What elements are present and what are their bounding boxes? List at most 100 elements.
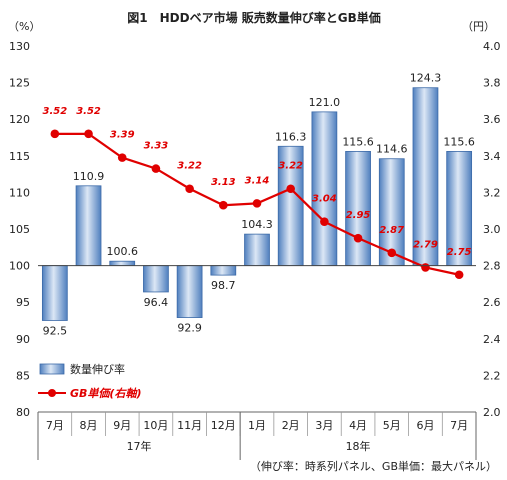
gb-price-label: 3.52 xyxy=(76,106,101,117)
gb-price-label: 3.52 xyxy=(43,106,68,117)
left-axis-unit: （%） xyxy=(8,20,40,33)
bar-value-label: 92.9 xyxy=(177,322,202,335)
left-axis-tick-label: 80 xyxy=(16,406,30,419)
bar-value-label: 98.7 xyxy=(211,279,236,292)
left-axis-tick-label: 110 xyxy=(9,186,30,199)
x-tick-label: 10月 xyxy=(143,419,168,432)
left-axis-tick-label: 115 xyxy=(9,150,30,163)
bar-series: 92.5 110.9 100.6 96.4 92.9 98.7 104.3 116.3 121.… xyxy=(41,72,475,338)
left-axis-tick-label: 120 xyxy=(9,113,30,126)
x-tick-label: 9月 xyxy=(113,419,131,432)
bar-value-label: 124.3 xyxy=(410,72,442,85)
x-tick-label: 3月 xyxy=(315,419,333,432)
right-axis-tick-label: 2.6 xyxy=(483,296,501,309)
gb-price-point xyxy=(320,217,329,226)
bar-value-label: 110.9 xyxy=(73,170,105,183)
right-axis-unit: （円） xyxy=(462,20,495,33)
x-tick-label: 4月 xyxy=(349,419,367,432)
gb-price-label: 3.22 xyxy=(278,161,303,172)
gb-price-point xyxy=(454,270,464,280)
right-axis-tick-label: 2.0 xyxy=(483,406,501,419)
bar-value-label: 96.4 xyxy=(144,296,169,309)
x-tick-label: 8月 xyxy=(80,419,98,432)
x-tick-label: 7月 xyxy=(46,419,64,432)
gb-price-label: 3.14 xyxy=(245,175,270,186)
bar xyxy=(41,265,68,321)
bar-value-label: 104.3 xyxy=(241,218,273,231)
gb-price-point xyxy=(185,184,194,194)
gb-price-point xyxy=(387,248,397,258)
right-axis-tick-label: 3.6 xyxy=(483,113,501,126)
gb-price-label: 3.33 xyxy=(144,141,169,152)
bar-value-label: 121.0 xyxy=(309,96,341,109)
bar xyxy=(311,111,338,266)
x-tick-label: 1月 xyxy=(248,419,266,432)
gb-price-point xyxy=(84,129,93,139)
x-tick-label: 12月 xyxy=(211,419,236,432)
footnote: （伸び率：時系列パネル、GB単価：最大パネル） xyxy=(250,459,497,473)
legend-bar-swatch xyxy=(39,363,65,375)
chart-title: 図1 HDDベア市場 販売数量伸び率とGB単価 xyxy=(127,10,381,25)
bar xyxy=(109,260,136,267)
right-axis-tick-label: 3.0 xyxy=(483,223,501,236)
gb-price-point xyxy=(252,199,262,208)
gb-price-label: 3.22 xyxy=(177,161,202,172)
bar-value-label: 114.6 xyxy=(376,143,408,156)
gb-price-label: 2.87 xyxy=(379,225,404,236)
right-axis-tick-label: 2.2 xyxy=(483,369,501,382)
left-axis-tick-label: 105 xyxy=(9,223,30,236)
bar-value-label: 115.6 xyxy=(342,135,374,148)
bar-value-label: 116.3 xyxy=(275,130,307,143)
x-tick-label: 11月 xyxy=(177,419,202,432)
left-axis-tick-label: 90 xyxy=(16,333,30,346)
left-axis-tick-label: 95 xyxy=(16,296,30,309)
bar xyxy=(143,265,169,293)
gb-price-point xyxy=(286,184,295,194)
gb-price-label: 3.13 xyxy=(211,177,236,188)
x-tick-label: 7月 xyxy=(450,419,468,432)
bar xyxy=(345,151,371,267)
x-tick-label: 6月 xyxy=(416,419,434,432)
bar xyxy=(446,151,473,267)
bar-value-label: 100.6 xyxy=(106,245,138,258)
gb-price-label: 2.95 xyxy=(346,210,371,221)
right-axis-tick-label: 2.8 xyxy=(483,260,501,273)
right-axis-tick-label: 2.4 xyxy=(483,333,501,346)
bar xyxy=(210,265,237,276)
left-axis-tick-label: 125 xyxy=(9,77,30,90)
axes: 80 85 90 95 100 105 110 115 120 125 130 2.0 2.2 2.4 2.… xyxy=(9,40,501,460)
gb-price-label: 2.79 xyxy=(413,239,438,250)
right-axis-tick-label: 3.2 xyxy=(483,186,501,199)
left-axis-tick-label: 100 xyxy=(9,260,30,273)
gb-price-label: 2.75 xyxy=(447,247,472,258)
gb-price-label: 3.04 xyxy=(312,194,337,205)
legend-line-marker xyxy=(48,389,56,397)
year-group-label: 17年 xyxy=(127,439,152,453)
right-axis-tick-label: 3.4 xyxy=(483,150,501,163)
bar-value-label: 92.5 xyxy=(43,325,68,338)
year-group-label: 18年 xyxy=(346,439,371,453)
x-tick-label: 2月 xyxy=(282,419,300,432)
gb-price-point xyxy=(50,129,60,139)
bar xyxy=(75,185,102,266)
bar-value-label: 115.6 xyxy=(443,135,475,148)
gb-price-point xyxy=(353,233,363,243)
gb-price-point xyxy=(219,200,228,210)
bar xyxy=(378,158,405,266)
legend: 数量伸び率 GB単価(右軸) xyxy=(38,362,141,400)
left-axis-tick-label: 130 xyxy=(9,40,30,53)
legend-line-label: GB単価(右軸) xyxy=(70,387,141,400)
gb-price-point xyxy=(117,153,127,162)
right-axis-tick-label: 4.0 xyxy=(483,40,501,53)
left-axis-tick-label: 85 xyxy=(16,369,30,382)
gb-price-point xyxy=(421,263,430,272)
legend-bar-label: 数量伸び率 xyxy=(70,362,125,376)
bar xyxy=(244,233,270,266)
x-tick-label: 5月 xyxy=(383,419,401,432)
line-series: 3.52 3.52 3.39 3.33 3.22 3.13 3.14 3.22 3.04 2.95… xyxy=(43,106,472,280)
right-axis-tick-label: 3.8 xyxy=(483,77,501,90)
gb-price-point xyxy=(151,164,161,173)
gb-price-label: 3.39 xyxy=(110,130,135,141)
bar xyxy=(176,265,203,318)
